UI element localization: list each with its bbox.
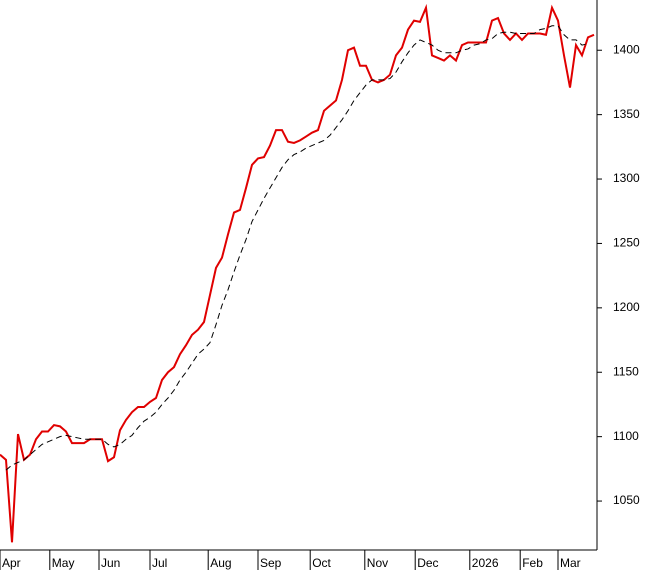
x-tick-label: Sep bbox=[260, 556, 282, 570]
x-tick-label: Oct bbox=[312, 556, 331, 570]
y-tick-label: 1100 bbox=[613, 429, 639, 443]
price-line bbox=[5, 25, 589, 471]
x-tick-label: Jul bbox=[152, 556, 167, 570]
x-tick-label: Mar bbox=[560, 556, 581, 570]
x-tick-label: 2026 bbox=[472, 556, 499, 570]
y-tick-label: 1250 bbox=[613, 236, 640, 250]
x-tick-label: May bbox=[52, 556, 75, 570]
y-tick-label: 1400 bbox=[613, 42, 640, 56]
y-tick-label: 1150 bbox=[613, 364, 639, 378]
y-tick-label: 1300 bbox=[613, 171, 640, 185]
y-tick-label: 1050 bbox=[613, 493, 640, 507]
y-tick-label: 1350 bbox=[613, 107, 640, 121]
x-tick-label: Nov bbox=[367, 556, 388, 570]
price-line bbox=[0, 3, 595, 543]
x-tick-label: Dec bbox=[417, 556, 438, 570]
x-tick-label: Aug bbox=[210, 556, 231, 570]
x-tick-label: Jun bbox=[101, 556, 120, 570]
y-tick-label: 1200 bbox=[613, 300, 640, 314]
x-tick-label: Apr bbox=[2, 556, 21, 570]
x-tick-label: Feb bbox=[522, 556, 543, 570]
